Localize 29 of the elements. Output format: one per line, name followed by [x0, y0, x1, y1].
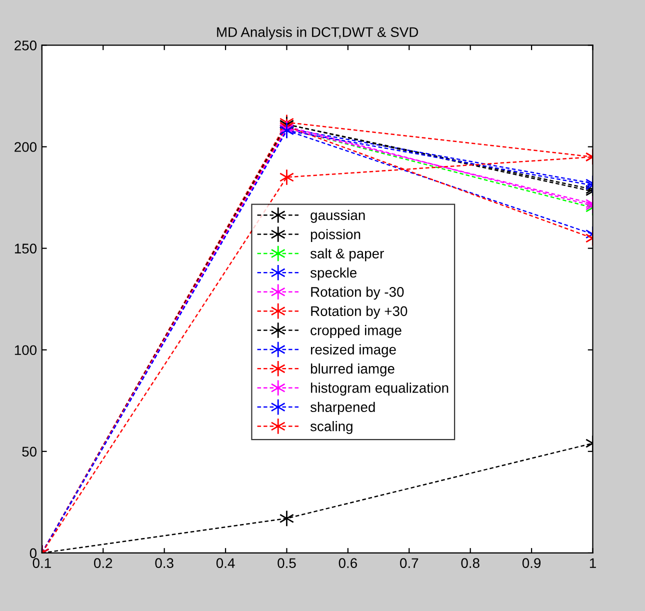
x-tick-label: 0.7 [400, 558, 418, 568]
legend-label: resized image [310, 344, 396, 358]
x-tick-label: 0.2 [94, 558, 112, 568]
legend-label: speckle [310, 267, 357, 280]
y-tick-label: 0 [30, 548, 37, 558]
legend-label: Rotation by +30 [311, 306, 408, 319]
legend-label: poission [310, 229, 360, 242]
legend-label: sharpened [310, 402, 375, 415]
x-tick-label: 0.4 [216, 558, 235, 568]
x-tick-label: 0.6 [338, 558, 357, 568]
x-tick-label: 0.8 [461, 558, 480, 568]
x-tick-label: 1 [590, 558, 596, 568]
y-tick-label: 100 [14, 345, 37, 356]
x-tick-label: 0.1 [32, 558, 51, 568]
legend-label: blurred iamge [310, 363, 394, 376]
legend-label: scaling [310, 421, 352, 434]
x-tick-label: 0.9 [522, 558, 541, 568]
y-tick-label: 50 [22, 446, 37, 457]
x-tick-label: 0.3 [155, 558, 174, 568]
legend-label: histogram equalization [311, 382, 448, 396]
legend-label: salt & paper [310, 248, 384, 262]
y-tick-label: 250 [14, 40, 37, 50]
legend-label: gaussian [310, 210, 365, 223]
chart-title: MD Analysis in DCT,DWT & SVD [217, 26, 418, 40]
y-tick-label: 200 [14, 142, 37, 152]
x-tick-label: 0.5 [278, 558, 296, 568]
legend-label: Rotation by -30 [311, 286, 404, 300]
y-tick-label: 150 [14, 244, 37, 254]
legend-label: cropped image [310, 325, 402, 338]
